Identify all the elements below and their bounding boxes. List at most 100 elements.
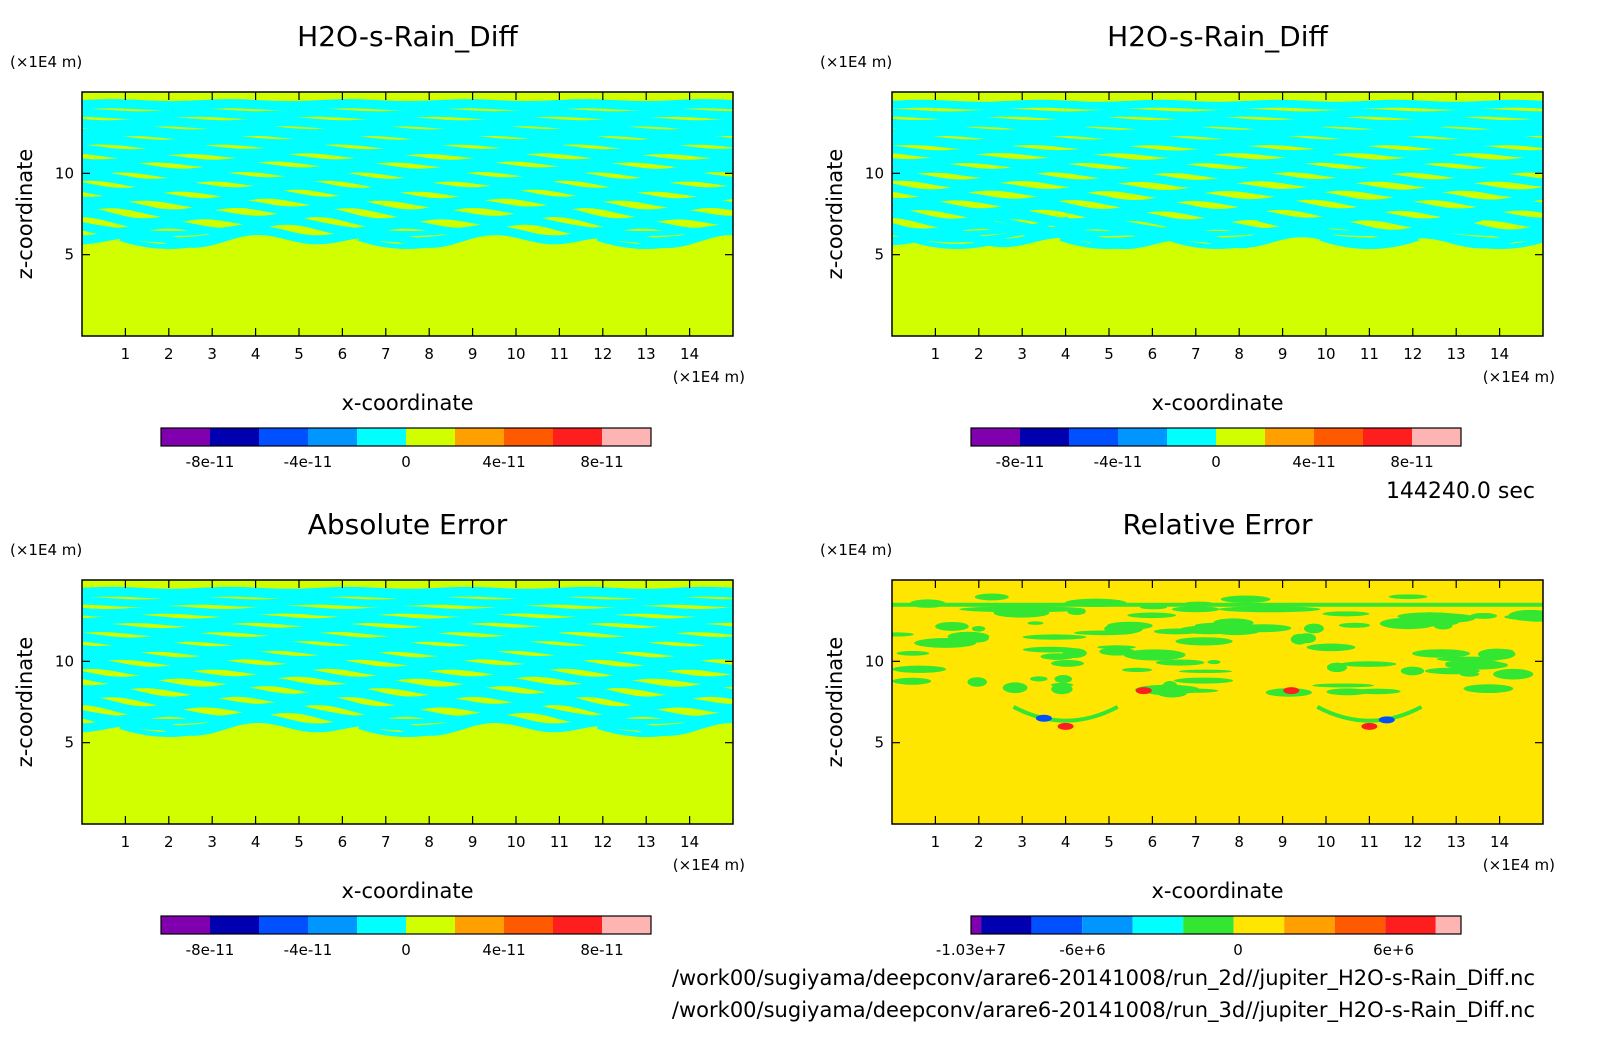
contour-arc bbox=[1105, 216, 1330, 237]
x-tick-label: 4 bbox=[1061, 345, 1071, 363]
y-tick-label: 10 bbox=[865, 164, 884, 182]
x-tick-label: 10 bbox=[1316, 345, 1335, 363]
contour-patch bbox=[1322, 611, 1370, 617]
colorbar-segment bbox=[210, 916, 259, 934]
contour-patch bbox=[1127, 612, 1177, 619]
contour-patch bbox=[1312, 683, 1375, 688]
contour-patch bbox=[1218, 606, 1321, 613]
x-tick-label: 1 bbox=[931, 833, 941, 851]
contour-patch bbox=[1171, 606, 1220, 613]
colorbar-segment bbox=[406, 916, 455, 934]
contour-band bbox=[82, 632, 733, 647]
contour-arc bbox=[326, 714, 489, 731]
contour-patch bbox=[1104, 623, 1144, 635]
contour-arc bbox=[1168, 236, 1267, 249]
contour-band bbox=[892, 145, 1543, 158]
x-tick-label: 3 bbox=[1017, 345, 1027, 363]
contour-arc bbox=[534, 704, 733, 725]
y-axis-label: z-coordinate bbox=[13, 637, 37, 768]
contour-patch bbox=[1463, 684, 1514, 694]
x-tick-label: 8 bbox=[1234, 833, 1244, 851]
plot-frame bbox=[891, 579, 1544, 825]
colorbar-segment bbox=[1216, 428, 1265, 446]
x-unit-label: (×1E4 m) bbox=[1483, 856, 1555, 874]
colorbar-frame bbox=[160, 427, 652, 447]
contour-patch bbox=[1303, 623, 1324, 634]
contour-patch bbox=[1326, 662, 1348, 673]
contour-band bbox=[82, 103, 733, 108]
contour-arc bbox=[596, 236, 696, 249]
contour-field bbox=[892, 92, 1543, 336]
contour-hotspot bbox=[1361, 722, 1378, 730]
x-tick-label: 2 bbox=[974, 833, 984, 851]
colorbar-segment bbox=[1435, 916, 1461, 934]
colorbar-tick-label: -8e-11 bbox=[186, 941, 235, 959]
x-axis-label: x-coordinate bbox=[341, 391, 473, 415]
x-tick-label: 12 bbox=[1403, 345, 1422, 363]
contour-band bbox=[82, 135, 733, 149]
colorbar-frame bbox=[970, 427, 1462, 447]
colorbar-tick-label: 4e-11 bbox=[1292, 453, 1335, 471]
contour-patch bbox=[1153, 628, 1200, 635]
contour-hotspot bbox=[1283, 687, 1300, 695]
contour-band bbox=[892, 135, 1543, 150]
contour-patch bbox=[967, 677, 987, 687]
colorbar-tick-label: 8e-11 bbox=[580, 453, 623, 471]
contour-arc bbox=[534, 216, 733, 237]
x-tick-label: 10 bbox=[1316, 833, 1335, 851]
x-tick-label: 12 bbox=[593, 345, 612, 363]
contour-patch bbox=[1220, 595, 1271, 603]
colorbar-segment bbox=[553, 428, 602, 446]
colorbar-segment bbox=[602, 916, 651, 934]
contour-band bbox=[82, 623, 733, 637]
x-tick-label: 8 bbox=[424, 345, 434, 363]
contour-patch bbox=[1338, 622, 1371, 628]
contour-arc bbox=[358, 724, 457, 737]
contour-patch bbox=[1426, 613, 1476, 623]
contour-band bbox=[82, 659, 733, 677]
colorbar-tick-label: -4e-11 bbox=[1094, 453, 1143, 471]
x-tick-label: 2 bbox=[974, 345, 984, 363]
contour-arc bbox=[1136, 226, 1299, 243]
colorbar-tick-label: -8e-11 bbox=[996, 453, 1045, 471]
colorbar-tick-label: 0 bbox=[1233, 941, 1243, 959]
contour-band bbox=[82, 108, 733, 120]
y-tick-label: 10 bbox=[865, 652, 884, 670]
x-tick-label: 11 bbox=[550, 833, 569, 851]
colorbar-tick-label: 6e+6 bbox=[1373, 941, 1414, 959]
x-tick-label: 14 bbox=[1490, 345, 1509, 363]
y-tick-label: 5 bbox=[64, 246, 74, 264]
contour-patch bbox=[1504, 613, 1543, 621]
contour-arc bbox=[1387, 216, 1543, 237]
contour-arc bbox=[1319, 236, 1419, 249]
contour-patch bbox=[1030, 676, 1048, 682]
x-tick-label: 5 bbox=[294, 345, 304, 363]
colorbar-segment bbox=[1082, 916, 1133, 934]
x-tick-label: 11 bbox=[1360, 345, 1379, 363]
y-axis-label: z-coordinate bbox=[13, 149, 37, 280]
colorbar-segment bbox=[1167, 428, 1216, 446]
colorbar-tick-label: 0 bbox=[401, 941, 411, 959]
x-tick-label: 2 bbox=[164, 345, 174, 363]
colorbar-segment bbox=[455, 428, 504, 446]
x-unit-label: (×1E4 m) bbox=[673, 856, 745, 874]
contour-arc bbox=[88, 226, 250, 243]
y-unit-label: (×1E4 m) bbox=[10, 541, 82, 559]
contour-band bbox=[892, 602, 1543, 607]
contour-band bbox=[82, 144, 733, 159]
contour-arc bbox=[326, 226, 489, 243]
panels: 1 2 3 4 5 6 7 8 9 10 11 12 13 14510H2O-s-Rain_Diff(×1… bbox=[10, 20, 1555, 959]
x-tick-label: 4 bbox=[251, 345, 261, 363]
colorbar-segment bbox=[357, 428, 406, 446]
x-tick-label: 8 bbox=[1234, 345, 1244, 363]
x-tick-label: 14 bbox=[1490, 833, 1509, 851]
contour-patch bbox=[896, 650, 930, 656]
plot-frame bbox=[81, 91, 734, 337]
contour-arc bbox=[1257, 216, 1482, 237]
contour-hotspot bbox=[1378, 716, 1395, 724]
time-label: 144240.0 sec bbox=[1386, 479, 1535, 504]
x-tick-label: 6 bbox=[338, 833, 348, 851]
contour-arc bbox=[565, 714, 727, 731]
y-tick-label: 10 bbox=[55, 164, 74, 182]
